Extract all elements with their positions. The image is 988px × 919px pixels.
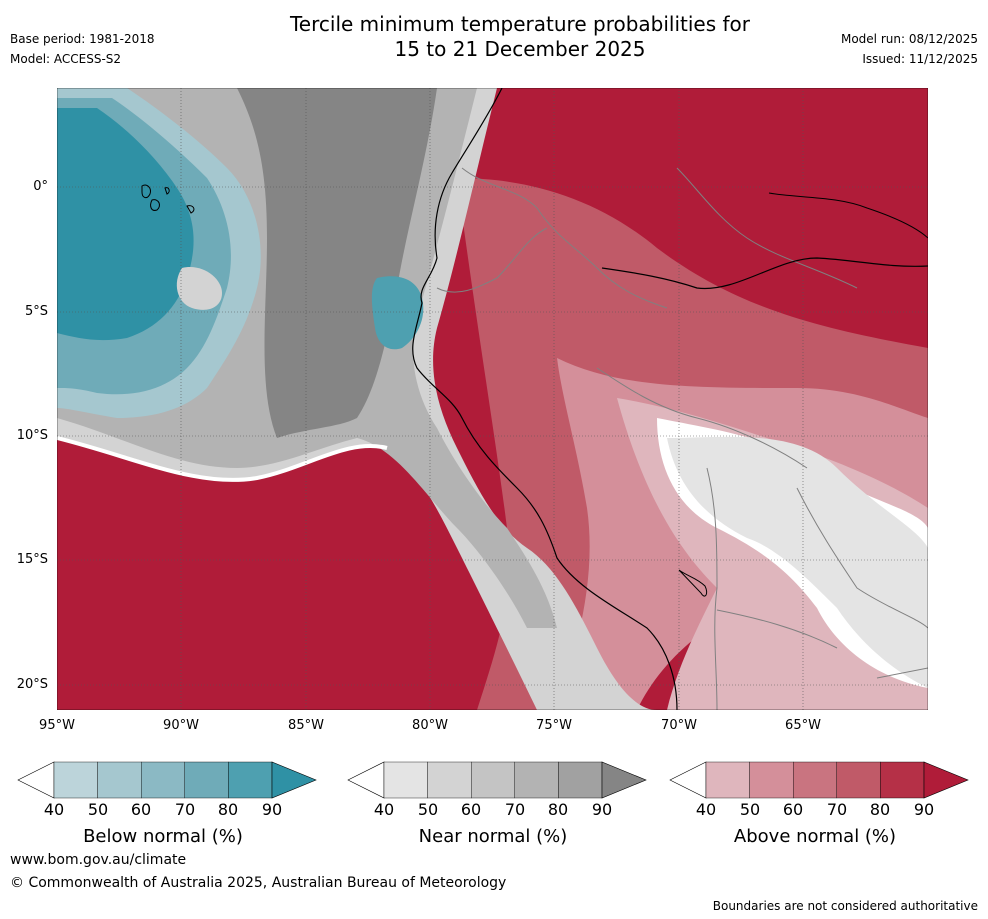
tick: 80 bbox=[547, 800, 569, 819]
lat-label-5s: 5°S bbox=[24, 304, 48, 319]
model-name: Model: ACCESS-S2 bbox=[10, 52, 122, 66]
colorbar-segment bbox=[558, 761, 603, 799]
lon-label-80w: 80°W bbox=[412, 718, 448, 733]
near-normal-light-land bbox=[667, 436, 928, 688]
colorbar-below-normal bbox=[17, 761, 317, 799]
colorbar-segment bbox=[140, 761, 185, 799]
colorbar-arrow-min bbox=[347, 761, 385, 799]
tick: 60 bbox=[782, 800, 804, 819]
lon-label-90w: 90°W bbox=[163, 718, 199, 733]
tick: 70 bbox=[174, 800, 196, 819]
tick: 70 bbox=[504, 800, 526, 819]
tick: 70 bbox=[826, 800, 848, 819]
amazon-river bbox=[601, 257, 928, 290]
tick: 90 bbox=[913, 800, 935, 819]
below-normal-90 bbox=[57, 108, 194, 341]
tick: 40 bbox=[43, 800, 65, 819]
tick: 40 bbox=[695, 800, 717, 819]
colorbar-segment bbox=[427, 761, 472, 799]
colorbar-segment bbox=[749, 761, 794, 799]
lat-label-15s: 15°S bbox=[16, 552, 48, 567]
tick: 90 bbox=[261, 800, 283, 819]
colorbar-segment bbox=[792, 761, 837, 799]
tick: 50 bbox=[87, 800, 109, 819]
tick: 50 bbox=[739, 800, 761, 819]
meta-left: Base period: 1981-2018 Model: ACCESS-S2 bbox=[10, 31, 155, 67]
model-run: Model run: 08/12/2025 bbox=[840, 32, 978, 46]
colorbar-segment bbox=[880, 761, 925, 799]
near-normal-patch bbox=[176, 267, 222, 310]
river-north bbox=[768, 192, 928, 239]
colorbar-arrow-max bbox=[923, 761, 969, 799]
colorbar-above-normal bbox=[669, 761, 969, 799]
colorbar-title-above-normal: Above normal (%) bbox=[733, 826, 897, 847]
lat-label-20s: 20°S bbox=[16, 677, 48, 692]
coastline bbox=[412, 88, 678, 710]
tick: 90 bbox=[591, 800, 613, 819]
lake-titicaca bbox=[678, 569, 708, 597]
tick: 80 bbox=[217, 800, 239, 819]
tick: 60 bbox=[460, 800, 482, 819]
copyright-notice: © Commonwealth of Australia 2025, Austra… bbox=[10, 875, 507, 891]
colorbar-arrow-max bbox=[601, 761, 647, 799]
boundaries-disclaimer: Boundaries are not considered authoritat… bbox=[712, 899, 978, 913]
tick: 80 bbox=[869, 800, 891, 819]
issued-date: Issued: 11/12/2025 bbox=[862, 52, 978, 66]
colorbar-segment bbox=[97, 761, 142, 799]
colorbar-segment bbox=[514, 761, 559, 799]
colorbar-segment bbox=[836, 761, 881, 799]
colorbar-near-normal bbox=[347, 761, 647, 799]
ticks-near-normal: 40 50 60 70 80 90 bbox=[338, 800, 650, 822]
title-line-2: 15 to 21 December 2025 bbox=[394, 37, 646, 61]
galapagos-islands bbox=[141, 184, 195, 214]
colorbar-segment bbox=[184, 761, 229, 799]
ticks-above-normal: 40 50 60 70 80 90 bbox=[660, 800, 972, 822]
colorbar-segment bbox=[705, 761, 750, 799]
colorbar-segment bbox=[383, 761, 428, 799]
title-line-1: Tercile minimum temperature probabilitie… bbox=[289, 12, 751, 36]
country-borders bbox=[436, 167, 928, 710]
tick: 40 bbox=[373, 800, 395, 819]
lat-label-10s: 10°S bbox=[16, 428, 48, 443]
colorbar-segment bbox=[470, 761, 515, 799]
colorbar-segment bbox=[53, 761, 98, 799]
grid-lines bbox=[57, 88, 928, 710]
colorbar-title-below-normal: Below normal (%) bbox=[83, 826, 243, 847]
lon-label-85w: 85°W bbox=[288, 718, 324, 733]
ticks-below-normal: 40 50 60 70 80 90 bbox=[8, 800, 320, 822]
below-normal-coastal bbox=[371, 276, 424, 350]
lon-label-65w: 65°W bbox=[785, 718, 821, 733]
map-title: Tercile minimum temperature probabilitie… bbox=[0, 12, 988, 62]
colorbar-title-near-normal: Near normal (%) bbox=[418, 826, 568, 847]
lon-label-75w: 75°W bbox=[536, 718, 572, 733]
lon-label-70w: 70°W bbox=[661, 718, 697, 733]
lat-label-0: 0° bbox=[33, 179, 48, 194]
probability-map bbox=[57, 88, 928, 710]
near-normal-90 bbox=[237, 88, 437, 438]
contour-line bbox=[57, 436, 388, 482]
colorbar-arrow-max bbox=[271, 761, 317, 799]
meta-right: Model run: 08/12/2025 Issued: 11/12/2025 bbox=[841, 31, 978, 67]
tick: 60 bbox=[130, 800, 152, 819]
base-period: Base period: 1981-2018 bbox=[10, 32, 155, 46]
lon-label-95w: 95°W bbox=[39, 718, 75, 733]
website-link[interactable]: www.bom.gov.au/climate bbox=[10, 852, 187, 868]
colorbar-segment bbox=[228, 761, 273, 799]
tick: 50 bbox=[417, 800, 439, 819]
colorbar-arrow-min bbox=[669, 761, 707, 799]
colorbar-arrow-min bbox=[17, 761, 55, 799]
